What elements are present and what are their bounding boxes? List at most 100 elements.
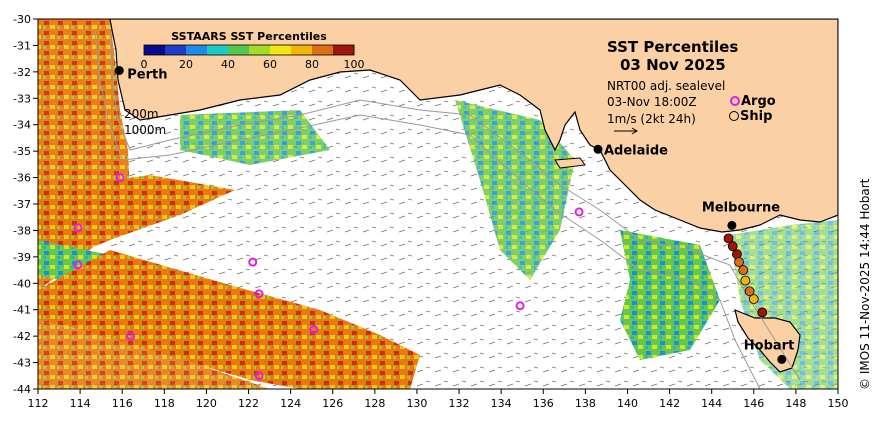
y-tick-label: -37 xyxy=(13,198,31,211)
x-tick-label: 146 xyxy=(743,397,764,410)
colorbar-swatch xyxy=(249,45,271,55)
argo-float-marker xyxy=(574,207,584,217)
colorbar-swatches xyxy=(144,45,355,55)
australia-mainland xyxy=(109,19,838,233)
city-marker xyxy=(114,66,124,76)
x-tick-label: 120 xyxy=(196,397,217,410)
ship-observation-layer xyxy=(723,233,768,318)
y-tick-label: -32 xyxy=(13,66,31,79)
contour-1000m-label: 1000m xyxy=(124,123,166,137)
kangaroo-island xyxy=(554,157,586,169)
y-tick-label: -41 xyxy=(13,304,31,317)
ship-observation-marker xyxy=(727,241,738,252)
argo-float-layer xyxy=(73,173,584,381)
colorbar-tick-label: 20 xyxy=(179,58,193,71)
argo-float-marker xyxy=(254,371,264,381)
colorbar-swatch xyxy=(270,45,292,55)
x-tick-label: 134 xyxy=(491,397,512,410)
x-tick-label: 122 xyxy=(238,397,259,410)
city-marker xyxy=(777,354,787,364)
contour-200m-label: 200m xyxy=(124,107,159,121)
x-tick-label: 112 xyxy=(28,397,49,410)
x-tick-label: 118 xyxy=(154,397,175,410)
argo-float-marker xyxy=(515,301,525,311)
x-tick-label: 132 xyxy=(449,397,470,410)
x-tick-label: 124 xyxy=(280,397,301,410)
ship-observation-marker xyxy=(748,294,759,305)
colorbar-tick-label: 100 xyxy=(344,58,365,71)
colorbar-swatch xyxy=(186,45,208,55)
colorbar-title: SSTAARS SST Percentiles xyxy=(171,30,327,43)
sst-swath-south xyxy=(38,250,420,389)
y-tick-label: -34 xyxy=(13,119,31,132)
colorbar-swatch xyxy=(228,45,250,55)
ship-observation-marker xyxy=(738,265,749,275)
current-scale-label: 1m/s (2kt 24h) xyxy=(607,112,696,126)
colorbar-swatch xyxy=(333,45,355,55)
city-layer: Perth Adelaide Melbourne Hobart xyxy=(114,66,795,364)
current-scale-arrowhead xyxy=(631,127,638,135)
colorbar-tick-label: 80 xyxy=(305,58,319,71)
argo-legend-icon xyxy=(730,96,740,106)
city-label: Adelaide xyxy=(604,143,668,158)
x-tick-label: 126 xyxy=(322,397,343,410)
city-label: Hobart xyxy=(744,338,795,353)
ship-observation-marker xyxy=(740,275,751,286)
ship-observation-marker xyxy=(723,233,734,244)
x-tick-label: 144 xyxy=(701,397,722,410)
colorbar-swatch xyxy=(312,45,334,55)
colorbar: SSTAARS SST Percentiles 0 20 40 60 80 100 xyxy=(141,30,365,71)
colorbar-tick-label: 60 xyxy=(263,58,277,71)
city-label: Perth xyxy=(127,68,167,83)
title-block: SST Percentiles 03 Nov 2025 NRT00 adj. s… xyxy=(607,38,776,135)
argo-float-marker xyxy=(126,331,136,341)
city-label: Melbourne xyxy=(702,200,780,215)
y-tick-label: -33 xyxy=(13,92,31,105)
y-tick-label: -35 xyxy=(13,145,31,158)
y-tick-label: -31 xyxy=(13,39,31,52)
x-tick-label: 116 xyxy=(112,397,133,410)
city-marker xyxy=(727,220,737,230)
sst-swath-gulfs xyxy=(455,100,575,280)
credit-text: © IMOS 11-Nov-2025 14:44 Hobart xyxy=(858,178,872,390)
bathymetry-contours xyxy=(94,29,801,389)
latitude-axis: -30 -31 -32 -33 -34 -35 -36 -37 -38 -39 -40 -41 -42 -… xyxy=(13,13,38,396)
colorbar-tick-label: 0 xyxy=(141,58,148,71)
y-tick-label: -43 xyxy=(13,357,31,370)
argo-legend-label: Argo xyxy=(741,94,776,109)
y-tick-label: -36 xyxy=(13,172,31,185)
x-tick-label: 114 xyxy=(70,397,91,410)
colorbar-swatch xyxy=(165,45,187,55)
longitude-axis: 112 114 116 118 120 122 124 126 128 130 132 134 136 1… xyxy=(28,389,849,410)
argo-float-marker xyxy=(73,260,83,270)
product-label: NRT00 adj. sealevel xyxy=(607,79,725,93)
argo-float-marker xyxy=(115,173,125,183)
colorbar-tick-label: 40 xyxy=(221,58,235,71)
sst-swath-southwest xyxy=(38,320,270,389)
x-tick-label: 150 xyxy=(828,397,849,410)
contour-200m xyxy=(109,29,801,381)
x-tick-label: 148 xyxy=(785,397,806,410)
colorbar-swatch xyxy=(207,45,229,55)
sst-swath-bight-west xyxy=(38,175,235,270)
x-tick-label: 130 xyxy=(406,397,427,410)
y-tick-label: -40 xyxy=(13,277,31,290)
x-tick-label: 140 xyxy=(617,397,638,410)
x-tick-label: 128 xyxy=(364,397,385,410)
x-tick-label: 138 xyxy=(575,397,596,410)
map-title: SST Percentiles xyxy=(607,38,738,56)
y-tick-label: -44 xyxy=(13,383,31,396)
colorbar-border xyxy=(143,44,355,56)
x-tick-label: 136 xyxy=(533,397,554,410)
map-date: 03 Nov 2025 xyxy=(620,56,726,74)
argo-float-marker xyxy=(254,289,264,299)
colorbar-swatch xyxy=(144,45,166,55)
ship-observation-marker xyxy=(757,307,768,318)
ship-legend-label: Ship xyxy=(740,109,772,124)
y-tick-label: -42 xyxy=(13,330,31,343)
sst-swath-bass-strait xyxy=(620,230,720,360)
ship-legend-icon xyxy=(729,111,739,121)
colorbar-swatch xyxy=(291,45,313,55)
contour-1000m xyxy=(94,29,761,389)
